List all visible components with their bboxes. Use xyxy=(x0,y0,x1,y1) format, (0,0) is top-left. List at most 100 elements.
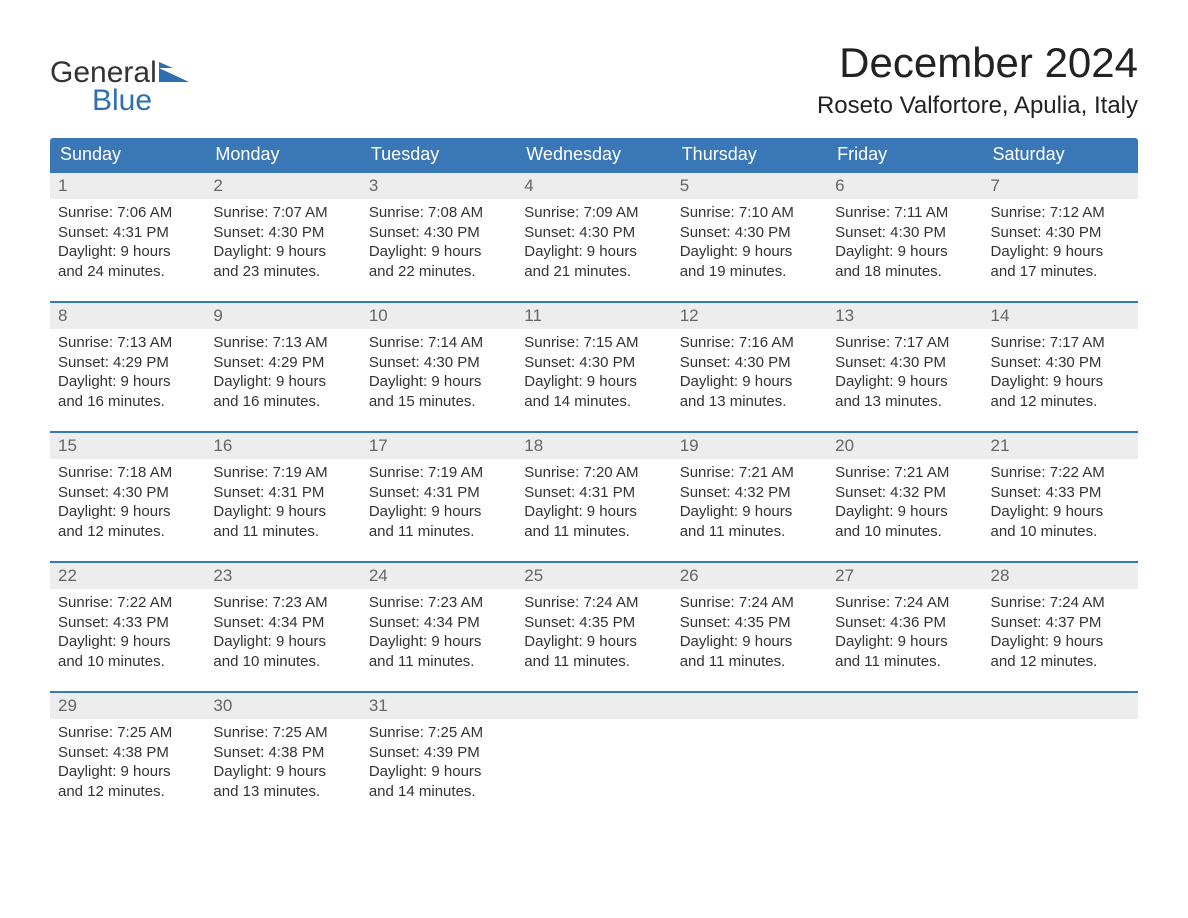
daylight-text: Daylight: 9 hours and 11 minutes. xyxy=(369,502,508,541)
calendar-day: 24Sunrise: 7:23 AMSunset: 4:34 PMDayligh… xyxy=(361,563,516,691)
sunset-text: Sunset: 4:39 PM xyxy=(369,743,508,763)
day-number-row: 27 xyxy=(827,563,982,589)
sunrise-text: Sunrise: 7:06 AM xyxy=(58,203,197,223)
dayname-sunday: Sunday xyxy=(50,138,205,171)
day-number: 19 xyxy=(680,436,699,455)
day-body: Sunrise: 7:21 AMSunset: 4:32 PMDaylight:… xyxy=(672,459,827,541)
day-body: Sunrise: 7:19 AMSunset: 4:31 PMDaylight:… xyxy=(361,459,516,541)
daylight-text: Daylight: 9 hours and 23 minutes. xyxy=(213,242,352,281)
sunset-text: Sunset: 4:30 PM xyxy=(835,223,974,243)
day-number xyxy=(524,696,529,715)
page-header: General Blue December 2024 Roseto Valfor… xyxy=(50,40,1138,120)
sunset-text: Sunset: 4:35 PM xyxy=(680,613,819,633)
day-body xyxy=(827,719,982,809)
daylight-text: Daylight: 9 hours and 15 minutes. xyxy=(369,372,508,411)
day-number-row: 2 xyxy=(205,173,360,199)
calendar-day: 31Sunrise: 7:25 AMSunset: 4:39 PMDayligh… xyxy=(361,693,516,821)
day-body: Sunrise: 7:13 AMSunset: 4:29 PMDaylight:… xyxy=(205,329,360,411)
calendar-day: 26Sunrise: 7:24 AMSunset: 4:35 PMDayligh… xyxy=(672,563,827,691)
day-body: Sunrise: 7:24 AMSunset: 4:35 PMDaylight:… xyxy=(672,589,827,671)
sunset-text: Sunset: 4:34 PM xyxy=(369,613,508,633)
sunset-text: Sunset: 4:30 PM xyxy=(991,223,1130,243)
day-number-row: 26 xyxy=(672,563,827,589)
daylight-text: Daylight: 9 hours and 13 minutes. xyxy=(835,372,974,411)
day-number-row xyxy=(672,693,827,719)
daylight-text: Daylight: 9 hours and 12 minutes. xyxy=(58,762,197,801)
day-number-row: 29 xyxy=(50,693,205,719)
day-number-row: 28 xyxy=(983,563,1138,589)
day-number-row: 5 xyxy=(672,173,827,199)
day-body: Sunrise: 7:25 AMSunset: 4:39 PMDaylight:… xyxy=(361,719,516,801)
sunset-text: Sunset: 4:29 PM xyxy=(58,353,197,373)
sunrise-text: Sunrise: 7:15 AM xyxy=(524,333,663,353)
sunrise-text: Sunrise: 7:24 AM xyxy=(835,593,974,613)
day-number: 17 xyxy=(369,436,388,455)
day-number-row: 6 xyxy=(827,173,982,199)
calendar-day: 13Sunrise: 7:17 AMSunset: 4:30 PMDayligh… xyxy=(827,303,982,431)
day-body: Sunrise: 7:24 AMSunset: 4:35 PMDaylight:… xyxy=(516,589,671,671)
daylight-text: Daylight: 9 hours and 22 minutes. xyxy=(369,242,508,281)
day-body xyxy=(983,719,1138,809)
calendar-day: 3 Sunrise: 7:08 AMSunset: 4:30 PMDaylight… xyxy=(361,173,516,301)
sunset-text: Sunset: 4:37 PM xyxy=(991,613,1130,633)
day-number: 1 xyxy=(58,176,67,195)
day-body: Sunrise: 7:14 AMSunset: 4:30 PMDaylight:… xyxy=(361,329,516,411)
sunset-text: Sunset: 4:34 PM xyxy=(213,613,352,633)
day-number-row: 25 xyxy=(516,563,671,589)
sunrise-text: Sunrise: 7:25 AM xyxy=(369,723,508,743)
sunrise-text: Sunrise: 7:19 AM xyxy=(369,463,508,483)
sunrise-text: Sunrise: 7:07 AM xyxy=(213,203,352,223)
day-number: 3 xyxy=(369,176,378,195)
day-body: Sunrise: 7:20 AMSunset: 4:31 PMDaylight:… xyxy=(516,459,671,541)
day-number: 11 xyxy=(524,306,542,325)
sunrise-text: Sunrise: 7:23 AM xyxy=(369,593,508,613)
calendar-day: 18Sunrise: 7:20 AMSunset: 4:31 PMDayligh… xyxy=(516,433,671,561)
day-number xyxy=(680,696,685,715)
sunrise-text: Sunrise: 7:09 AM xyxy=(524,203,663,223)
daylight-text: Daylight: 9 hours and 11 minutes. xyxy=(524,502,663,541)
calendar-day xyxy=(983,693,1138,821)
calendar-day: 5Sunrise: 7:10 AMSunset: 4:30 PMDaylight… xyxy=(672,173,827,301)
daylight-text: Daylight: 9 hours and 11 minutes. xyxy=(680,632,819,671)
sunrise-text: Sunrise: 7:22 AM xyxy=(58,593,197,613)
sunset-text: Sunset: 4:31 PM xyxy=(524,483,663,503)
daylight-text: Daylight: 9 hours and 11 minutes. xyxy=(213,502,352,541)
calendar-day: 29Sunrise: 7:25 AMSunset: 4:38 PMDayligh… xyxy=(50,693,205,821)
sunrise-text: Sunrise: 7:21 AM xyxy=(835,463,974,483)
day-body: Sunrise: 7:23 AMSunset: 4:34 PMDaylight:… xyxy=(361,589,516,671)
calendar-day: 12Sunrise: 7:16 AMSunset: 4:30 PMDayligh… xyxy=(672,303,827,431)
day-number-row: 8 xyxy=(50,303,205,329)
day-number xyxy=(991,696,996,715)
sunrise-text: Sunrise: 7:18 AM xyxy=(58,463,197,483)
daylight-text: Daylight: 9 hours and 12 minutes. xyxy=(991,632,1130,671)
calendar-day: 22Sunrise: 7:22 AMSunset: 4:33 PMDayligh… xyxy=(50,563,205,691)
daylight-text: Daylight: 9 hours and 16 minutes. xyxy=(213,372,352,411)
dayname-tuesday: Tuesday xyxy=(361,138,516,171)
daylight-text: Daylight: 9 hours and 13 minutes. xyxy=(680,372,819,411)
sunrise-text: Sunrise: 7:16 AM xyxy=(680,333,819,353)
day-body: Sunrise: 7:19 AMSunset: 4:31 PMDaylight:… xyxy=(205,459,360,541)
day-body: Sunrise: 7:10 AMSunset: 4:30 PMDaylight:… xyxy=(672,199,827,281)
day-number-row xyxy=(827,693,982,719)
day-number-row xyxy=(983,693,1138,719)
day-body: Sunrise: 7:17 AMSunset: 4:30 PMDaylight:… xyxy=(827,329,982,411)
calendar-day: 28Sunrise: 7:24 AMSunset: 4:37 PMDayligh… xyxy=(983,563,1138,691)
day-body: Sunrise: 7:12 AMSunset: 4:30 PMDaylight:… xyxy=(983,199,1138,281)
dayname-friday: Friday xyxy=(827,138,982,171)
day-body: Sunrise: 7:17 AMSunset: 4:30 PMDaylight:… xyxy=(983,329,1138,411)
sunrise-text: Sunrise: 7:21 AM xyxy=(680,463,819,483)
sunrise-text: Sunrise: 7:13 AM xyxy=(58,333,197,353)
daylight-text: Daylight: 9 hours and 21 minutes. xyxy=(524,242,663,281)
sunset-text: Sunset: 4:31 PM xyxy=(369,483,508,503)
sunrise-text: Sunrise: 7:08 AM xyxy=(369,203,508,223)
day-body: Sunrise: 7:08 AMSunset: 4:30 PMDaylight:… xyxy=(361,199,516,281)
day-number: 21 xyxy=(991,436,1010,455)
day-body: Sunrise: 7:24 AMSunset: 4:36 PMDaylight:… xyxy=(827,589,982,671)
sunset-text: Sunset: 4:30 PM xyxy=(369,223,508,243)
daylight-text: Daylight: 9 hours and 17 minutes. xyxy=(991,242,1130,281)
day-body: Sunrise: 7:25 AMSunset: 4:38 PMDaylight:… xyxy=(205,719,360,801)
calendar-day: 16Sunrise: 7:19 AMSunset: 4:31 PMDayligh… xyxy=(205,433,360,561)
day-number-row: 13 xyxy=(827,303,982,329)
day-number: 7 xyxy=(991,176,1000,195)
day-number: 22 xyxy=(58,566,77,585)
